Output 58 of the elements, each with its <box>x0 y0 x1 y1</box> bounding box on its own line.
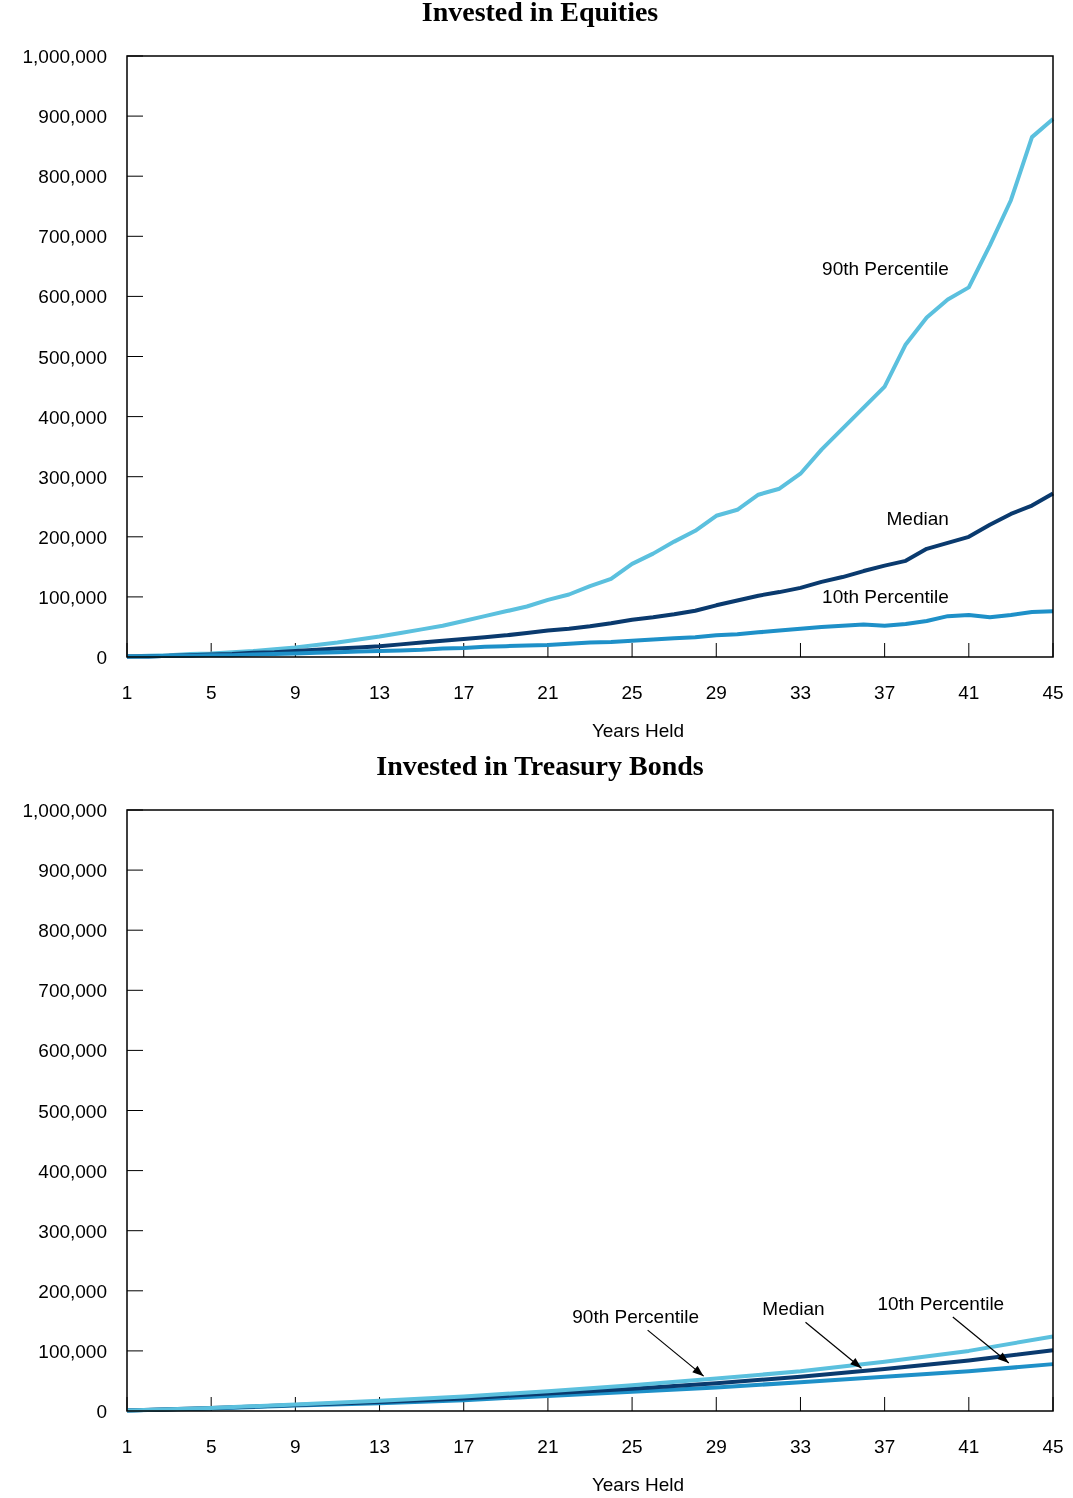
x-tick-label: 9 <box>290 682 301 703</box>
x-tick-label: 13 <box>368 682 391 703</box>
x-tick-label: 33 <box>789 682 812 703</box>
x-tick-label: 37 <box>874 1436 896 1457</box>
y-tick-label: 800,000 <box>38 920 107 942</box>
annotation: 90th Percentile <box>572 1306 700 1328</box>
y-tick-label: 0 <box>96 1401 107 1422</box>
x-tick-label: 33 <box>789 1436 812 1457</box>
x-tick-label: 41 <box>958 682 980 703</box>
x-tick-label: 29 <box>705 1436 727 1457</box>
y-tick-label: 500,000 <box>38 1100 107 1122</box>
y-tick-label: 900,000 <box>38 106 107 128</box>
y-tick-label: 600,000 <box>38 286 107 308</box>
x-axis-title: Years Held <box>591 1474 685 1495</box>
y-tick-label: 100,000 <box>38 1340 107 1362</box>
x-tick-label: 1 <box>121 1436 133 1457</box>
y-tick-label: 100,000 <box>38 586 107 608</box>
x-tick-label: 5 <box>205 1436 217 1457</box>
line-series <box>125 1334 1055 1413</box>
x-tick-label: 45 <box>1042 682 1064 703</box>
y-tick-label: 400,000 <box>38 1160 107 1182</box>
y-tick-label: 1,000,000 <box>22 46 107 67</box>
series-label: 10th Percentile <box>822 585 949 607</box>
chart-title: Invested in Treasury Bonds <box>376 750 704 781</box>
y-tick-label: 1,000,000 <box>22 800 107 821</box>
x-tick-label: 21 <box>537 1436 559 1457</box>
x-axis-title: Years Held <box>591 720 685 741</box>
x-tick-label: 41 <box>958 1436 980 1457</box>
x-tick-label: 25 <box>621 1436 643 1457</box>
x-tick-label: 37 <box>874 682 896 703</box>
y-tick-label: 0 <box>96 647 107 668</box>
x-tick-label: 25 <box>621 682 643 703</box>
x-tick-label: 29 <box>705 682 727 703</box>
y-tick-label: 300,000 <box>38 1220 107 1242</box>
x-tick-label: 21 <box>537 682 559 703</box>
x-tick-label: 9 <box>290 1436 301 1457</box>
x-tick-label: 1 <box>121 682 133 703</box>
series-label: 90th Percentile <box>822 258 949 280</box>
x-tick-label: 13 <box>368 1436 391 1457</box>
y-tick-label: 800,000 <box>38 166 107 188</box>
y-tick-label: 700,000 <box>38 226 107 248</box>
x-tick-label: 5 <box>205 682 217 703</box>
y-tick-label: 200,000 <box>38 526 107 548</box>
y-tick-label: 900,000 <box>38 860 107 882</box>
y-tick-label: 600,000 <box>38 1040 107 1062</box>
x-tick-label: 17 <box>453 682 475 703</box>
line-series <box>125 609 1055 659</box>
y-tick-label: 200,000 <box>38 1280 107 1302</box>
y-tick-label: 700,000 <box>38 980 107 1002</box>
x-tick-label: 17 <box>453 1436 475 1457</box>
annotation: 10th Percentile <box>877 1292 1005 1314</box>
y-tick-label: 400,000 <box>38 406 107 428</box>
y-tick-label: 300,000 <box>38 466 107 488</box>
annotation: Median <box>762 1298 825 1320</box>
y-tick-label: 500,000 <box>38 346 107 368</box>
chart-title: Invested in Equities <box>421 0 659 27</box>
series-label: Median <box>886 507 949 529</box>
x-tick-label: 45 <box>1042 1436 1064 1457</box>
